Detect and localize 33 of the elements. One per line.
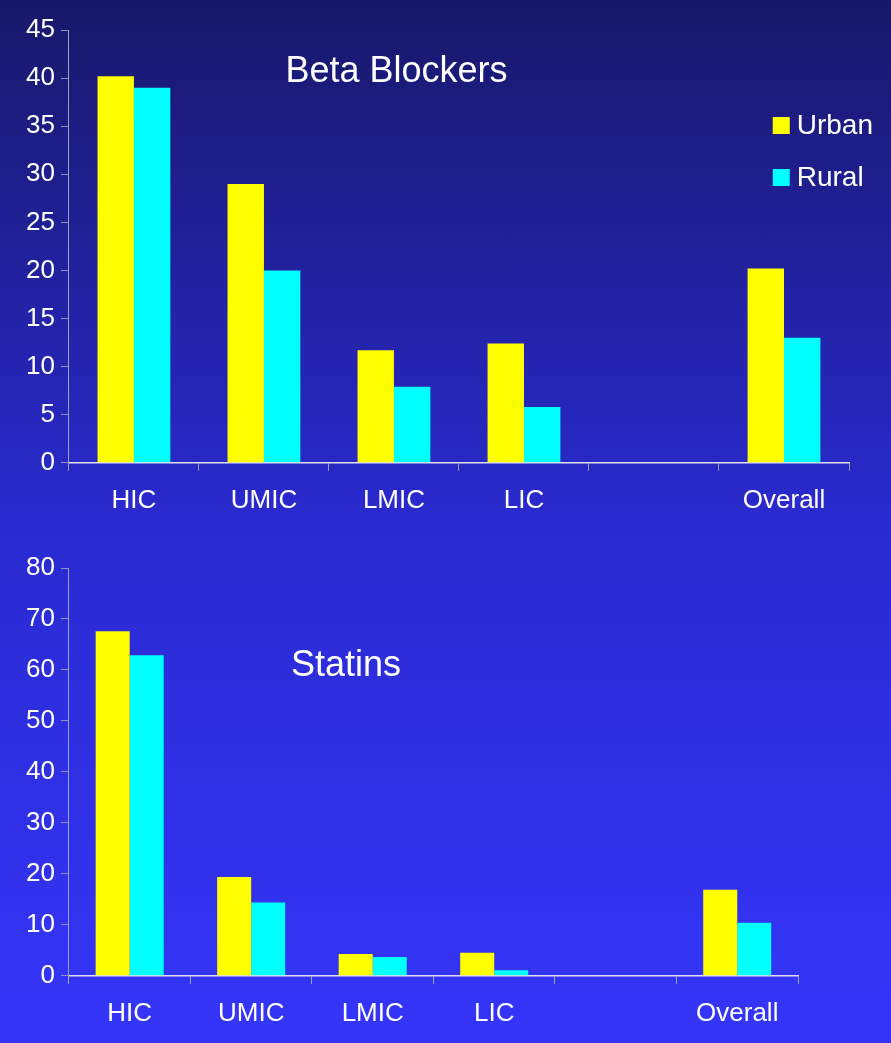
- y-tick-label: 30: [26, 806, 55, 837]
- x-tick-label: Overall: [696, 996, 779, 1027]
- y-tick-label: 10: [26, 908, 55, 938]
- x-tick-label: HIC: [107, 996, 153, 1027]
- x-tick-label: LMIC: [341, 996, 404, 1027]
- x-tick-label: LIC: [503, 483, 545, 514]
- x-tick-label: Overall: [742, 483, 826, 514]
- y-tick-label: 10: [26, 349, 55, 380]
- y-tick-label: 70: [26, 602, 55, 633]
- y-tick-label: 60: [26, 653, 55, 684]
- y-tick-label: 40: [26, 61, 55, 92]
- text: Beta Blockers: [285, 48, 508, 90]
- y-tick-label: 50: [26, 704, 55, 735]
- y-tick-label: 25: [26, 205, 55, 236]
- y-tick-label: 20: [26, 253, 55, 284]
- y-tick-label: 80: [26, 551, 55, 582]
- x-tick-label: HIC: [111, 483, 157, 514]
- x-tick-label: LMIC: [362, 483, 426, 514]
- y-tick-label: 0: [40, 445, 55, 476]
- x-tick-label: UMIC: [230, 483, 298, 514]
- y-tick-label: 30: [26, 157, 55, 188]
- y-tick-label: 15: [26, 301, 55, 332]
- x-tick-label: LIC: [473, 996, 515, 1027]
- y-tick-label: 0: [40, 958, 55, 989]
- y-tick-label: 20: [26, 857, 55, 888]
- y-tick-label: 35: [26, 109, 55, 140]
- legend-label: Rural: [796, 160, 864, 192]
- text: Statins: [290, 642, 401, 684]
- y-tick-label: 5: [40, 397, 55, 428]
- x-tick-label: UMIC: [217, 996, 285, 1027]
- legend-label: Urban: [796, 108, 873, 140]
- y-tick-label: 40: [26, 755, 55, 786]
- y-tick-label: 45: [26, 13, 55, 44]
